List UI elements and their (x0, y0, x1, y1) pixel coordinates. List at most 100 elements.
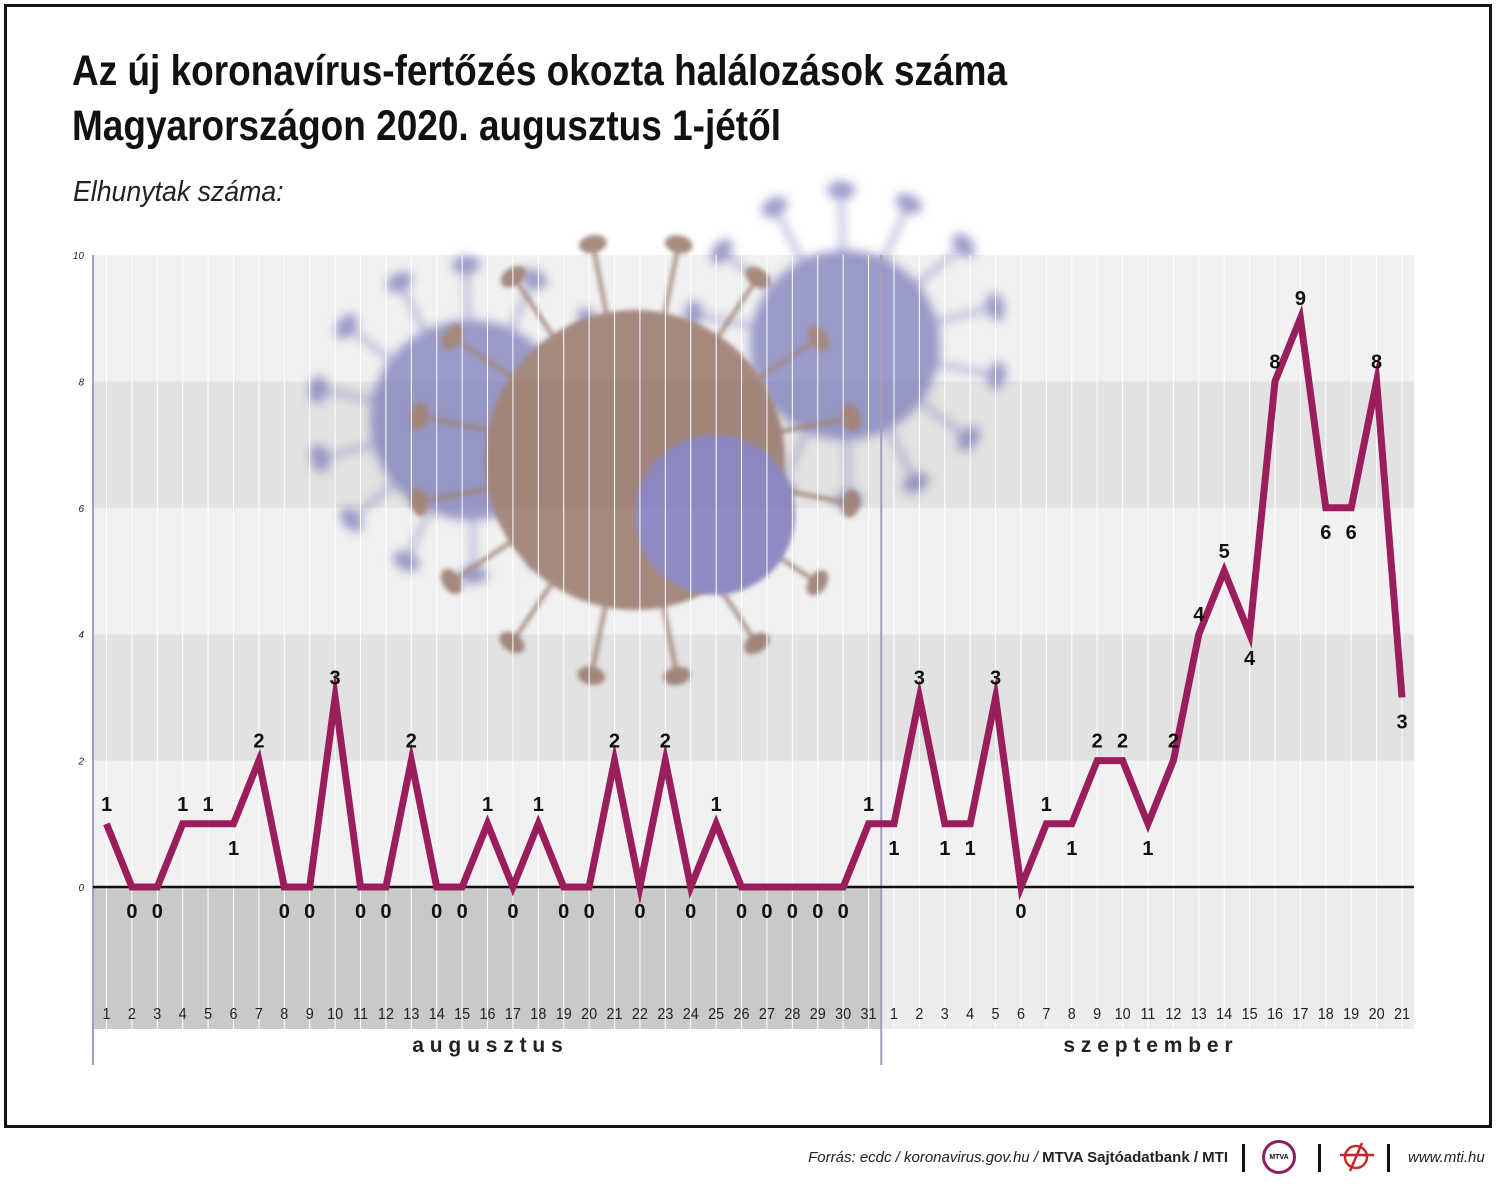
website-link[interactable]: www.mti.hu (1408, 1149, 1485, 1166)
mtva-logo-text: MTVA (1269, 1153, 1289, 1161)
x-tick-label: 8 (1068, 1005, 1076, 1023)
x-tick-label: 13 (1191, 1005, 1207, 1023)
y-tick-label: 4 (78, 630, 84, 641)
x-tick-label: 12 (1165, 1005, 1181, 1023)
data-label: 1 (101, 794, 112, 816)
x-tick-label: 22 (632, 1005, 648, 1023)
data-label: 4 (1193, 604, 1205, 626)
x-tick-label: 21 (1394, 1005, 1410, 1023)
x-tick-label: 4 (179, 1005, 188, 1023)
data-label: 0 (304, 901, 315, 923)
data-label: 8 (1371, 351, 1382, 373)
mti-logo-icon (1340, 1142, 1374, 1172)
data-label: 0 (279, 901, 290, 923)
y-tick-labels: 0 2 4 6 8 10 (73, 251, 85, 894)
y-tick-label: 0 (78, 883, 84, 894)
data-label: 2 (406, 731, 417, 753)
x-tick-label: 20 (581, 1005, 597, 1023)
x-tick-label: 19 (556, 1005, 572, 1023)
month-label: a u g u s z t u s (412, 1034, 563, 1057)
data-label: 1 (965, 838, 976, 860)
data-label: 0 (1015, 901, 1026, 923)
footer: Forrás: ecdc / koronavirus.gov.hu / MTVA… (0, 1138, 1500, 1178)
data-label: 1 (533, 794, 544, 816)
data-label: 0 (812, 901, 823, 923)
data-label: 0 (152, 901, 163, 923)
x-tick-label: 9 (306, 1005, 314, 1023)
series-line (103, 304, 1406, 905)
data-label: 3 (330, 667, 341, 689)
data-label: 2 (1092, 731, 1103, 753)
virus-blue-front (635, 435, 795, 595)
x-tick-label: 7 (1042, 1005, 1050, 1023)
vertical-gridlines (106, 255, 1403, 1029)
x-tick-label: 16 (480, 1005, 496, 1023)
data-label: 5 (1219, 541, 1230, 563)
data-label: 0 (787, 901, 798, 923)
x-tick-label: 3 (153, 1005, 161, 1023)
month-label: s z e p t e m b e r (1063, 1034, 1232, 1057)
x-tick-label: 25 (708, 1005, 724, 1023)
y-tick-label: 2 (77, 757, 84, 768)
x-tick-label: 4 (966, 1005, 975, 1023)
data-label: 1 (1142, 838, 1153, 860)
data-label: 2 (1168, 731, 1179, 753)
data-label: 3 (990, 667, 1001, 689)
source-text: Forrás: ecdc / koronavirus.gov.hu / (808, 1149, 1043, 1166)
data-label: 0 (431, 901, 442, 923)
data-label: 0 (558, 901, 569, 923)
data-label: 1 (863, 794, 874, 816)
x-tick-label: 3 (941, 1005, 949, 1023)
x-tick-label: 1 (890, 1005, 898, 1023)
y-tick-label: 6 (78, 504, 84, 515)
x-tick-label: 10 (1115, 1005, 1131, 1023)
data-label: 0 (838, 901, 849, 923)
mtva-logo-icon: MTVA (1262, 1140, 1296, 1174)
x-tick-label: 21 (607, 1005, 623, 1023)
footer-divider (1387, 1144, 1390, 1172)
data-label: 3 (1396, 711, 1407, 733)
x-tick-label: 24 (683, 1005, 700, 1023)
data-label: 0 (507, 901, 518, 923)
x-tick-label: 1 (102, 1005, 110, 1023)
footer-divider (1318, 1144, 1321, 1172)
x-tick-label: 10 (327, 1005, 343, 1023)
data-label: 9 (1295, 288, 1306, 310)
series-line-group (103, 304, 1406, 905)
chart-title: Az új koronavírus-fertőzés okozta halálo… (72, 44, 1007, 154)
data-label: 0 (685, 901, 696, 923)
x-tick-label: 17 (1292, 1005, 1308, 1023)
data-label: 1 (711, 794, 722, 816)
x-tick-label: 26 (734, 1005, 750, 1023)
x-tick-label: 12 (378, 1005, 394, 1023)
x-tick-label: 6 (1017, 1005, 1025, 1023)
data-label: 0 (634, 901, 645, 923)
data-label: 4 (1244, 648, 1256, 670)
x-tick-label: 5 (204, 1005, 212, 1023)
x-tick-label: 5 (992, 1005, 1000, 1023)
data-label: 3 (914, 667, 925, 689)
band-0 (93, 760, 1414, 887)
data-label: 1 (1041, 794, 1052, 816)
footer-divider (1242, 1144, 1245, 1172)
x-tick-label: 2 (128, 1005, 136, 1023)
x-tick-label: 7 (255, 1005, 263, 1023)
y-tick-label: 8 (78, 377, 84, 388)
data-label: 2 (660, 731, 671, 753)
x-tick-label: 8 (280, 1005, 288, 1023)
data-label: 2 (253, 731, 264, 753)
x-tick-label: 29 (810, 1005, 826, 1023)
source-credit: Forrás: ecdc / koronavirus.gov.hu / MTVA… (808, 1149, 1228, 1166)
data-label: 1 (203, 794, 214, 816)
x-tick-label: 14 (429, 1005, 446, 1023)
data-label: 1 (177, 794, 188, 816)
data-label: 1 (888, 838, 899, 860)
virus-illustration (308, 181, 1007, 686)
y-tick-label: 10 (73, 251, 85, 262)
x-tick-label: 19 (1343, 1005, 1359, 1023)
x-tick-label: 23 (657, 1005, 673, 1023)
data-label: 0 (584, 901, 595, 923)
title-line-2: Magyarországon 2020. augusztus 1-jétől (72, 102, 781, 150)
